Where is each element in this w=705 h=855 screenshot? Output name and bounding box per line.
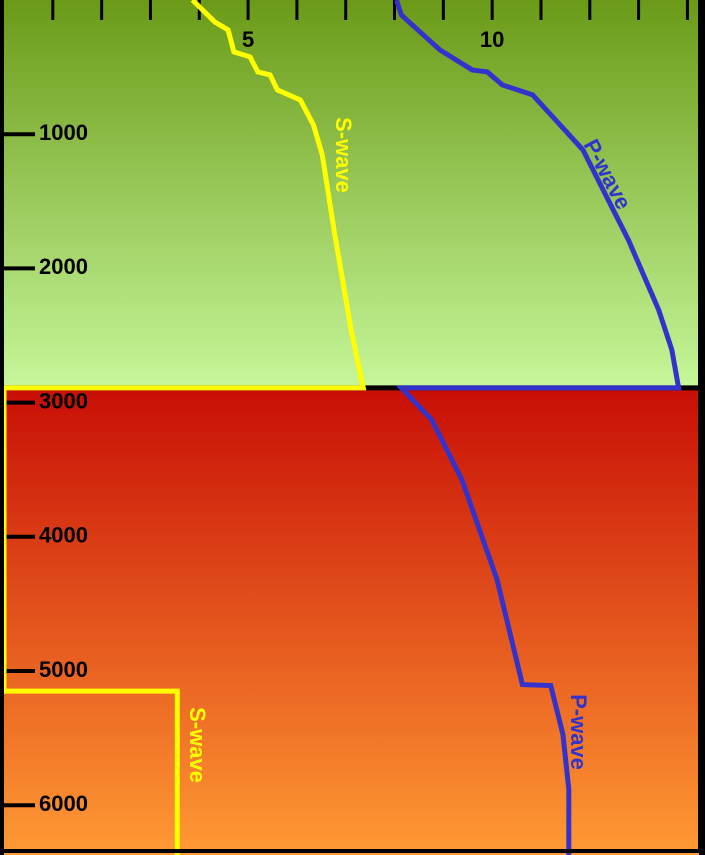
y-tick-label: 4000 — [39, 523, 88, 548]
series-label: S-wave — [185, 707, 210, 783]
y-tick-label: 2000 — [39, 254, 88, 279]
y-tick-label: 6000 — [39, 791, 88, 816]
y-tick-label: 5000 — [39, 657, 88, 682]
y-tick-label: 3000 — [39, 388, 88, 413]
series-label: S-wave — [331, 117, 356, 193]
x-tick-label: 5 — [242, 27, 254, 52]
wave-line — [394, 0, 682, 855]
series-label: P-wave — [566, 694, 591, 770]
layer-band — [4, 387, 699, 855]
x-tick-label: 10 — [480, 27, 504, 52]
y-tick-label: 1000 — [39, 120, 88, 145]
